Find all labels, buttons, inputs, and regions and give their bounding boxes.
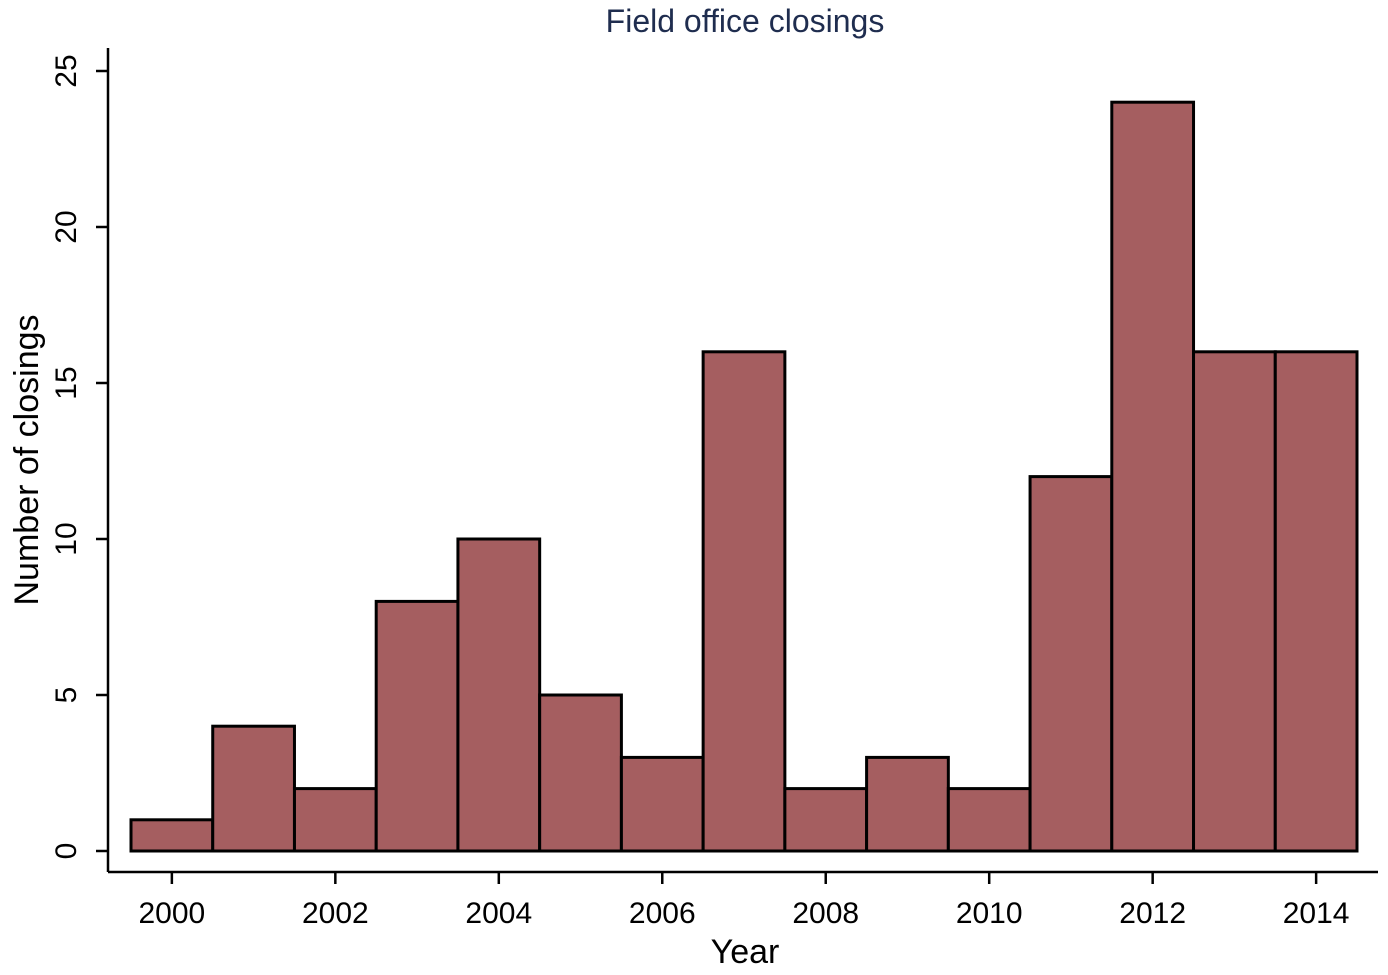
y-tick-label-25: 25 [50, 54, 83, 87]
x-axis-label: Year [711, 933, 780, 971]
x-tick-label-2014: 2014 [1283, 897, 1350, 930]
y-tick-label-15: 15 [50, 366, 83, 399]
bar-2004 [456, 537, 542, 853]
y-ticks-group: 0 5 10 15 20 25 [50, 54, 108, 859]
y-tick-label-0: 0 [50, 843, 83, 860]
x-tick-label-2006: 2006 [629, 897, 696, 930]
chart-title: Field office closings [606, 3, 885, 39]
bar-2013 [1192, 350, 1277, 853]
bar-2010 [946, 787, 1032, 853]
bar-2003 [374, 599, 460, 853]
x-tick-label-2010: 2010 [956, 897, 1023, 930]
bar-2009 [865, 755, 950, 853]
x-tick-label-2012: 2012 [1119, 897, 1186, 930]
x-tick-label-2004: 2004 [465, 897, 532, 930]
y-tick-label-20: 20 [50, 210, 83, 243]
bar-2007 [701, 350, 787, 853]
bar-2000 [129, 818, 215, 853]
y-tick-label-10: 10 [50, 522, 83, 555]
bar-2005 [538, 693, 623, 853]
bar-2011 [1028, 475, 1114, 853]
x-ticks-group: 2000 2002 2004 2006 2008 2010 2012 2014 [138, 872, 1350, 930]
bar-2008 [783, 787, 869, 853]
bar-2001 [211, 724, 296, 853]
bar-2014 [1273, 350, 1359, 853]
y-axis-label: Number of closings [8, 314, 46, 605]
bar-2006 [619, 755, 705, 853]
bars-group [129, 100, 1359, 853]
bar-2012 [1110, 100, 1196, 853]
x-tick-label-2000: 2000 [138, 897, 205, 930]
y-tick-label-5: 5 [50, 687, 83, 704]
x-tick-label-2008: 2008 [792, 897, 859, 930]
x-tick-label-2002: 2002 [302, 897, 369, 930]
bar-2002 [292, 787, 378, 853]
